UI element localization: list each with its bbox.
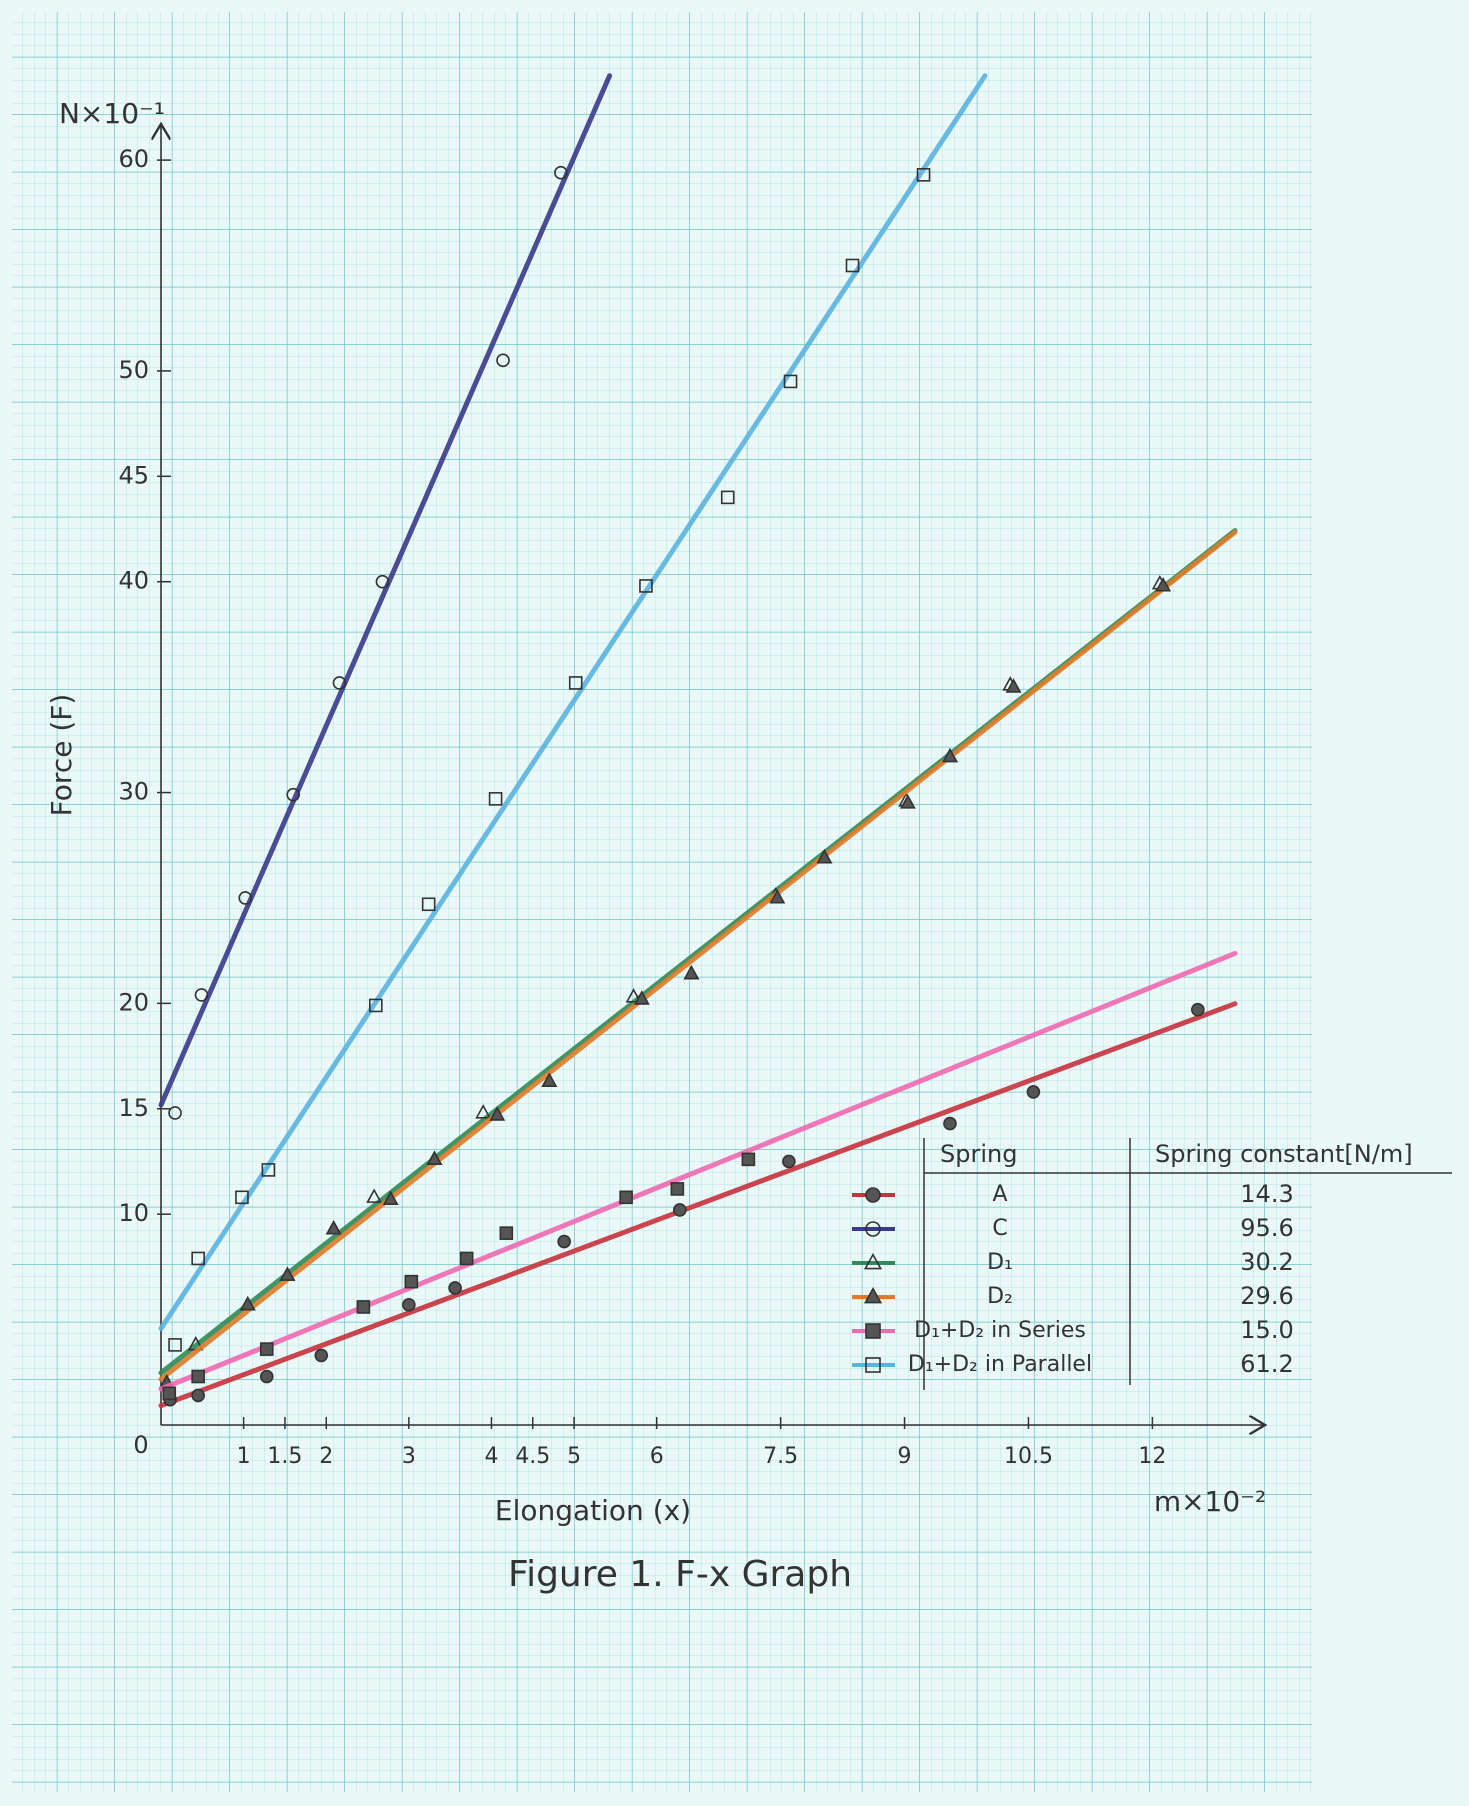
x-tick-label: 2 (319, 1444, 333, 1469)
x-tick-label: 7.5 (763, 1444, 798, 1469)
legend-label: D₁+D₂ in Parallel (908, 1352, 1092, 1377)
legend-header: Spring constant[N/m] (1155, 1140, 1413, 1168)
y-tick-label: 40 (118, 567, 149, 595)
point (558, 1236, 570, 1248)
point (671, 1183, 683, 1195)
x-axis-label: Elongation (x) (495, 1494, 691, 1527)
legend-constant: 15.0 (1240, 1316, 1293, 1344)
point (261, 1343, 273, 1355)
point (866, 1324, 880, 1338)
y-tick-label: 60 (118, 145, 149, 173)
point (742, 1153, 754, 1165)
page: Figure 1. F-x Graph Elongation (x) m×10⁻… (0, 0, 1469, 1806)
y-tick-label: 50 (118, 356, 149, 384)
y-axis-unit: N×10⁻¹ (59, 97, 165, 130)
chart: Figure 1. F-x Graph Elongation (x) m×10⁻… (0, 0, 1469, 1806)
y-axis-label: Force (F) (45, 694, 78, 817)
point (1192, 1004, 1204, 1016)
y-tick-label: 30 (118, 778, 149, 806)
y-tick-label: 15 (118, 1094, 149, 1122)
point (461, 1252, 473, 1264)
x-tick-label: 12 (1138, 1444, 1166, 1469)
x-tick-label: 10.5 (1004, 1444, 1053, 1469)
x-tick-label: 6 (650, 1444, 664, 1469)
x-tick-label: 4.5 (515, 1444, 550, 1469)
point (357, 1301, 369, 1313)
legend-constant: 14.3 (1240, 1180, 1293, 1208)
point (674, 1204, 686, 1216)
legend-label: A (992, 1182, 1007, 1207)
y-tick-label: 10 (118, 1199, 149, 1227)
x-tick-label: 9 (898, 1444, 912, 1469)
x-tick-label: 3 (402, 1444, 416, 1469)
point (1027, 1086, 1039, 1098)
point (163, 1387, 175, 1399)
legend-header: Spring (940, 1140, 1017, 1168)
legend-constant: 61.2 (1240, 1350, 1293, 1378)
legend-constant: 95.6 (1240, 1214, 1293, 1242)
point (783, 1155, 795, 1167)
legend-constant: 29.6 (1240, 1282, 1293, 1310)
legend-label: D₂ (987, 1284, 1013, 1309)
point (261, 1371, 273, 1383)
legend-constant: 30.2 (1240, 1248, 1293, 1276)
point (315, 1349, 327, 1361)
y-tick-label: 45 (118, 461, 149, 489)
point (866, 1188, 880, 1202)
x-tick-label: 4 (484, 1444, 498, 1469)
point (192, 1389, 204, 1401)
y-tick-label: 20 (118, 988, 149, 1016)
x-tick-label: 1.5 (267, 1444, 302, 1469)
point (620, 1191, 632, 1203)
point (449, 1282, 461, 1294)
x-axis-unit: m×10⁻² (1154, 1485, 1266, 1518)
legend-label: C (992, 1216, 1007, 1241)
chart-title: Figure 1. F-x Graph (508, 1554, 852, 1595)
point (944, 1118, 956, 1130)
legend-label: D₁+D₂ in Series (914, 1318, 1086, 1343)
point (500, 1227, 512, 1239)
x-tick-label: 5 (567, 1444, 581, 1469)
point (403, 1299, 415, 1311)
point (405, 1276, 417, 1288)
origin-label: 0 (133, 1431, 148, 1459)
x-tick-label: 1 (237, 1444, 251, 1469)
legend-label: D₁ (987, 1250, 1013, 1275)
point (192, 1371, 204, 1383)
